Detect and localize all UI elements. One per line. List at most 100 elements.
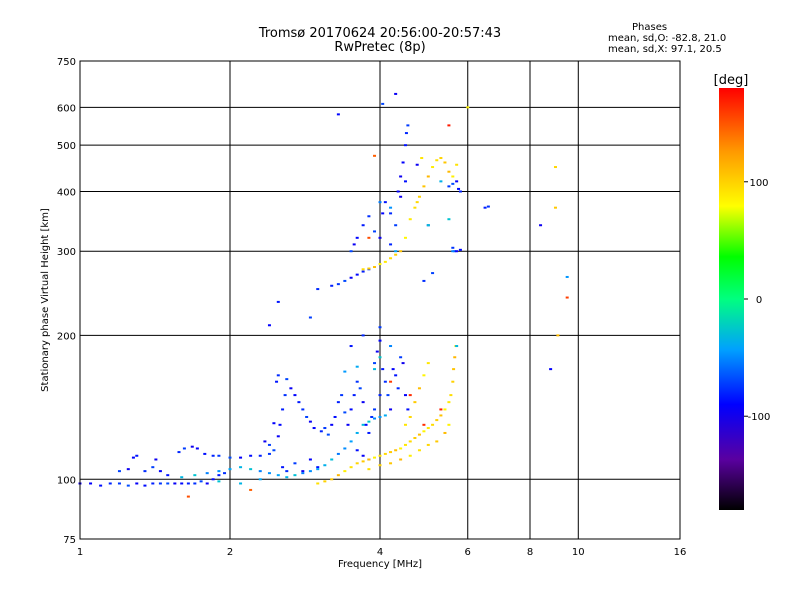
data-point [205, 482, 209, 485]
data-point [330, 284, 334, 287]
data-point [180, 482, 184, 485]
data-point [375, 350, 379, 353]
data-point [166, 482, 170, 485]
data-point [413, 436, 417, 439]
data-point [343, 411, 347, 414]
data-point [285, 378, 289, 381]
data-point [367, 236, 371, 239]
data-point [330, 478, 334, 481]
data-point [383, 380, 387, 383]
data-point [396, 387, 400, 390]
data-point [323, 464, 327, 467]
plot-frame [79, 60, 681, 540]
data-point [451, 250, 455, 253]
data-point [336, 283, 340, 286]
data-point [343, 447, 347, 450]
y-axis-ticks: 75 100 200 300 400 500 600 750 [57, 57, 76, 546]
data-point [367, 431, 371, 434]
data-point [343, 279, 347, 282]
data-point [336, 452, 340, 455]
data-point [399, 458, 403, 461]
x-tick-label: 2 [227, 547, 233, 558]
data-point [316, 482, 320, 485]
data-point [373, 456, 377, 459]
data-point [355, 380, 359, 383]
data-point [228, 456, 232, 459]
data-point [486, 205, 490, 208]
data-point [401, 161, 405, 164]
data-point [316, 288, 320, 291]
data-point [361, 460, 365, 463]
data-point [426, 224, 430, 227]
legend-line-o: mean, sd,O: -82.8, 21.0 [608, 33, 727, 44]
data-point [408, 454, 412, 457]
data-point [553, 166, 557, 169]
data-point [361, 270, 365, 273]
data-point [305, 415, 309, 418]
data-point [199, 480, 203, 483]
x-tick-label: 16 [674, 547, 687, 558]
x-tick-label: 4 [377, 547, 383, 558]
legend-title: Phases [632, 22, 668, 33]
data-point [389, 462, 393, 465]
data-point [316, 466, 320, 469]
data-point [190, 445, 194, 448]
data-points [78, 92, 569, 498]
data-point [301, 408, 305, 411]
data-point [158, 482, 162, 485]
data-point [180, 476, 184, 479]
y-tick-label: 100 [57, 475, 76, 486]
data-point [349, 276, 353, 279]
data-point [249, 488, 253, 491]
data-point [399, 356, 403, 359]
data-point [330, 423, 334, 426]
x-tick-label: 8 [527, 547, 533, 558]
data-point [203, 452, 207, 455]
data-point [394, 253, 398, 256]
data-point [443, 408, 447, 411]
data-point [211, 454, 215, 457]
data-point [367, 267, 371, 270]
data-point [396, 190, 400, 193]
data-point [403, 443, 407, 446]
data-point [373, 417, 377, 420]
data-point [316, 468, 320, 471]
data-point [364, 423, 368, 426]
data-point [346, 423, 350, 426]
data-point [378, 263, 382, 266]
data-point [117, 470, 121, 473]
data-point [373, 230, 377, 233]
data-point [415, 201, 419, 204]
data-point [439, 414, 443, 417]
data-point [417, 433, 421, 436]
data-point [389, 212, 393, 215]
data-point [426, 443, 430, 446]
data-point [378, 394, 382, 397]
data-point [378, 415, 382, 418]
x-tick-label: 6 [465, 547, 471, 558]
data-point [431, 272, 435, 275]
data-point [455, 180, 459, 183]
data-point [272, 449, 276, 452]
data-point [177, 451, 181, 454]
data-point [217, 470, 221, 473]
data-point [422, 430, 426, 433]
data-point [195, 447, 199, 450]
data-point [439, 180, 443, 183]
data-point [228, 468, 232, 471]
data-point [447, 170, 451, 173]
data-point [443, 431, 447, 434]
data-point [367, 458, 371, 461]
data-point [399, 195, 403, 198]
data-point [239, 482, 243, 485]
data-point [383, 201, 387, 204]
colorbar-tick-label: -100 [748, 412, 771, 423]
y-tick-label: 300 [57, 247, 76, 258]
data-point [217, 474, 221, 477]
data-point [455, 250, 459, 253]
x-axis-ticks: 1 2 4 6 8 10 16 [77, 547, 687, 558]
data-point [381, 102, 385, 105]
data-point [417, 387, 421, 390]
data-point [326, 433, 330, 436]
data-point [312, 427, 316, 430]
